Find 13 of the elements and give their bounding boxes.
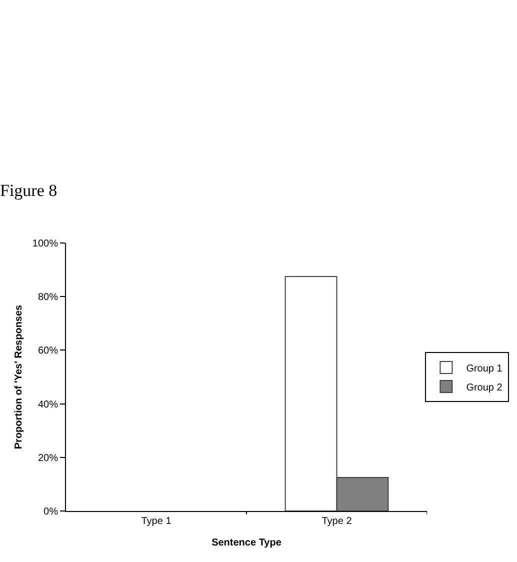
x-tick-label: Type 2 [322, 516, 352, 527]
y-tick-label: 40% [38, 399, 58, 410]
y-tick-label: 60% [38, 346, 58, 357]
y-tick-label: 80% [38, 292, 58, 304]
y-tick-label: 100% [32, 238, 58, 250]
chart-title: Figure 8 [0, 180, 58, 200]
y-tick-label: 20% [38, 452, 58, 464]
x-tick-label: Type 1 [141, 516, 172, 527]
y-tick-label: 0% [44, 506, 58, 518]
legend-label: Group 1 [466, 363, 503, 374]
legend-label: Group 2 [466, 382, 503, 394]
x-axis-title: Sentence Type [212, 538, 282, 548]
y-axis-title: Proportion of 'Yes' Responses [13, 304, 24, 450]
